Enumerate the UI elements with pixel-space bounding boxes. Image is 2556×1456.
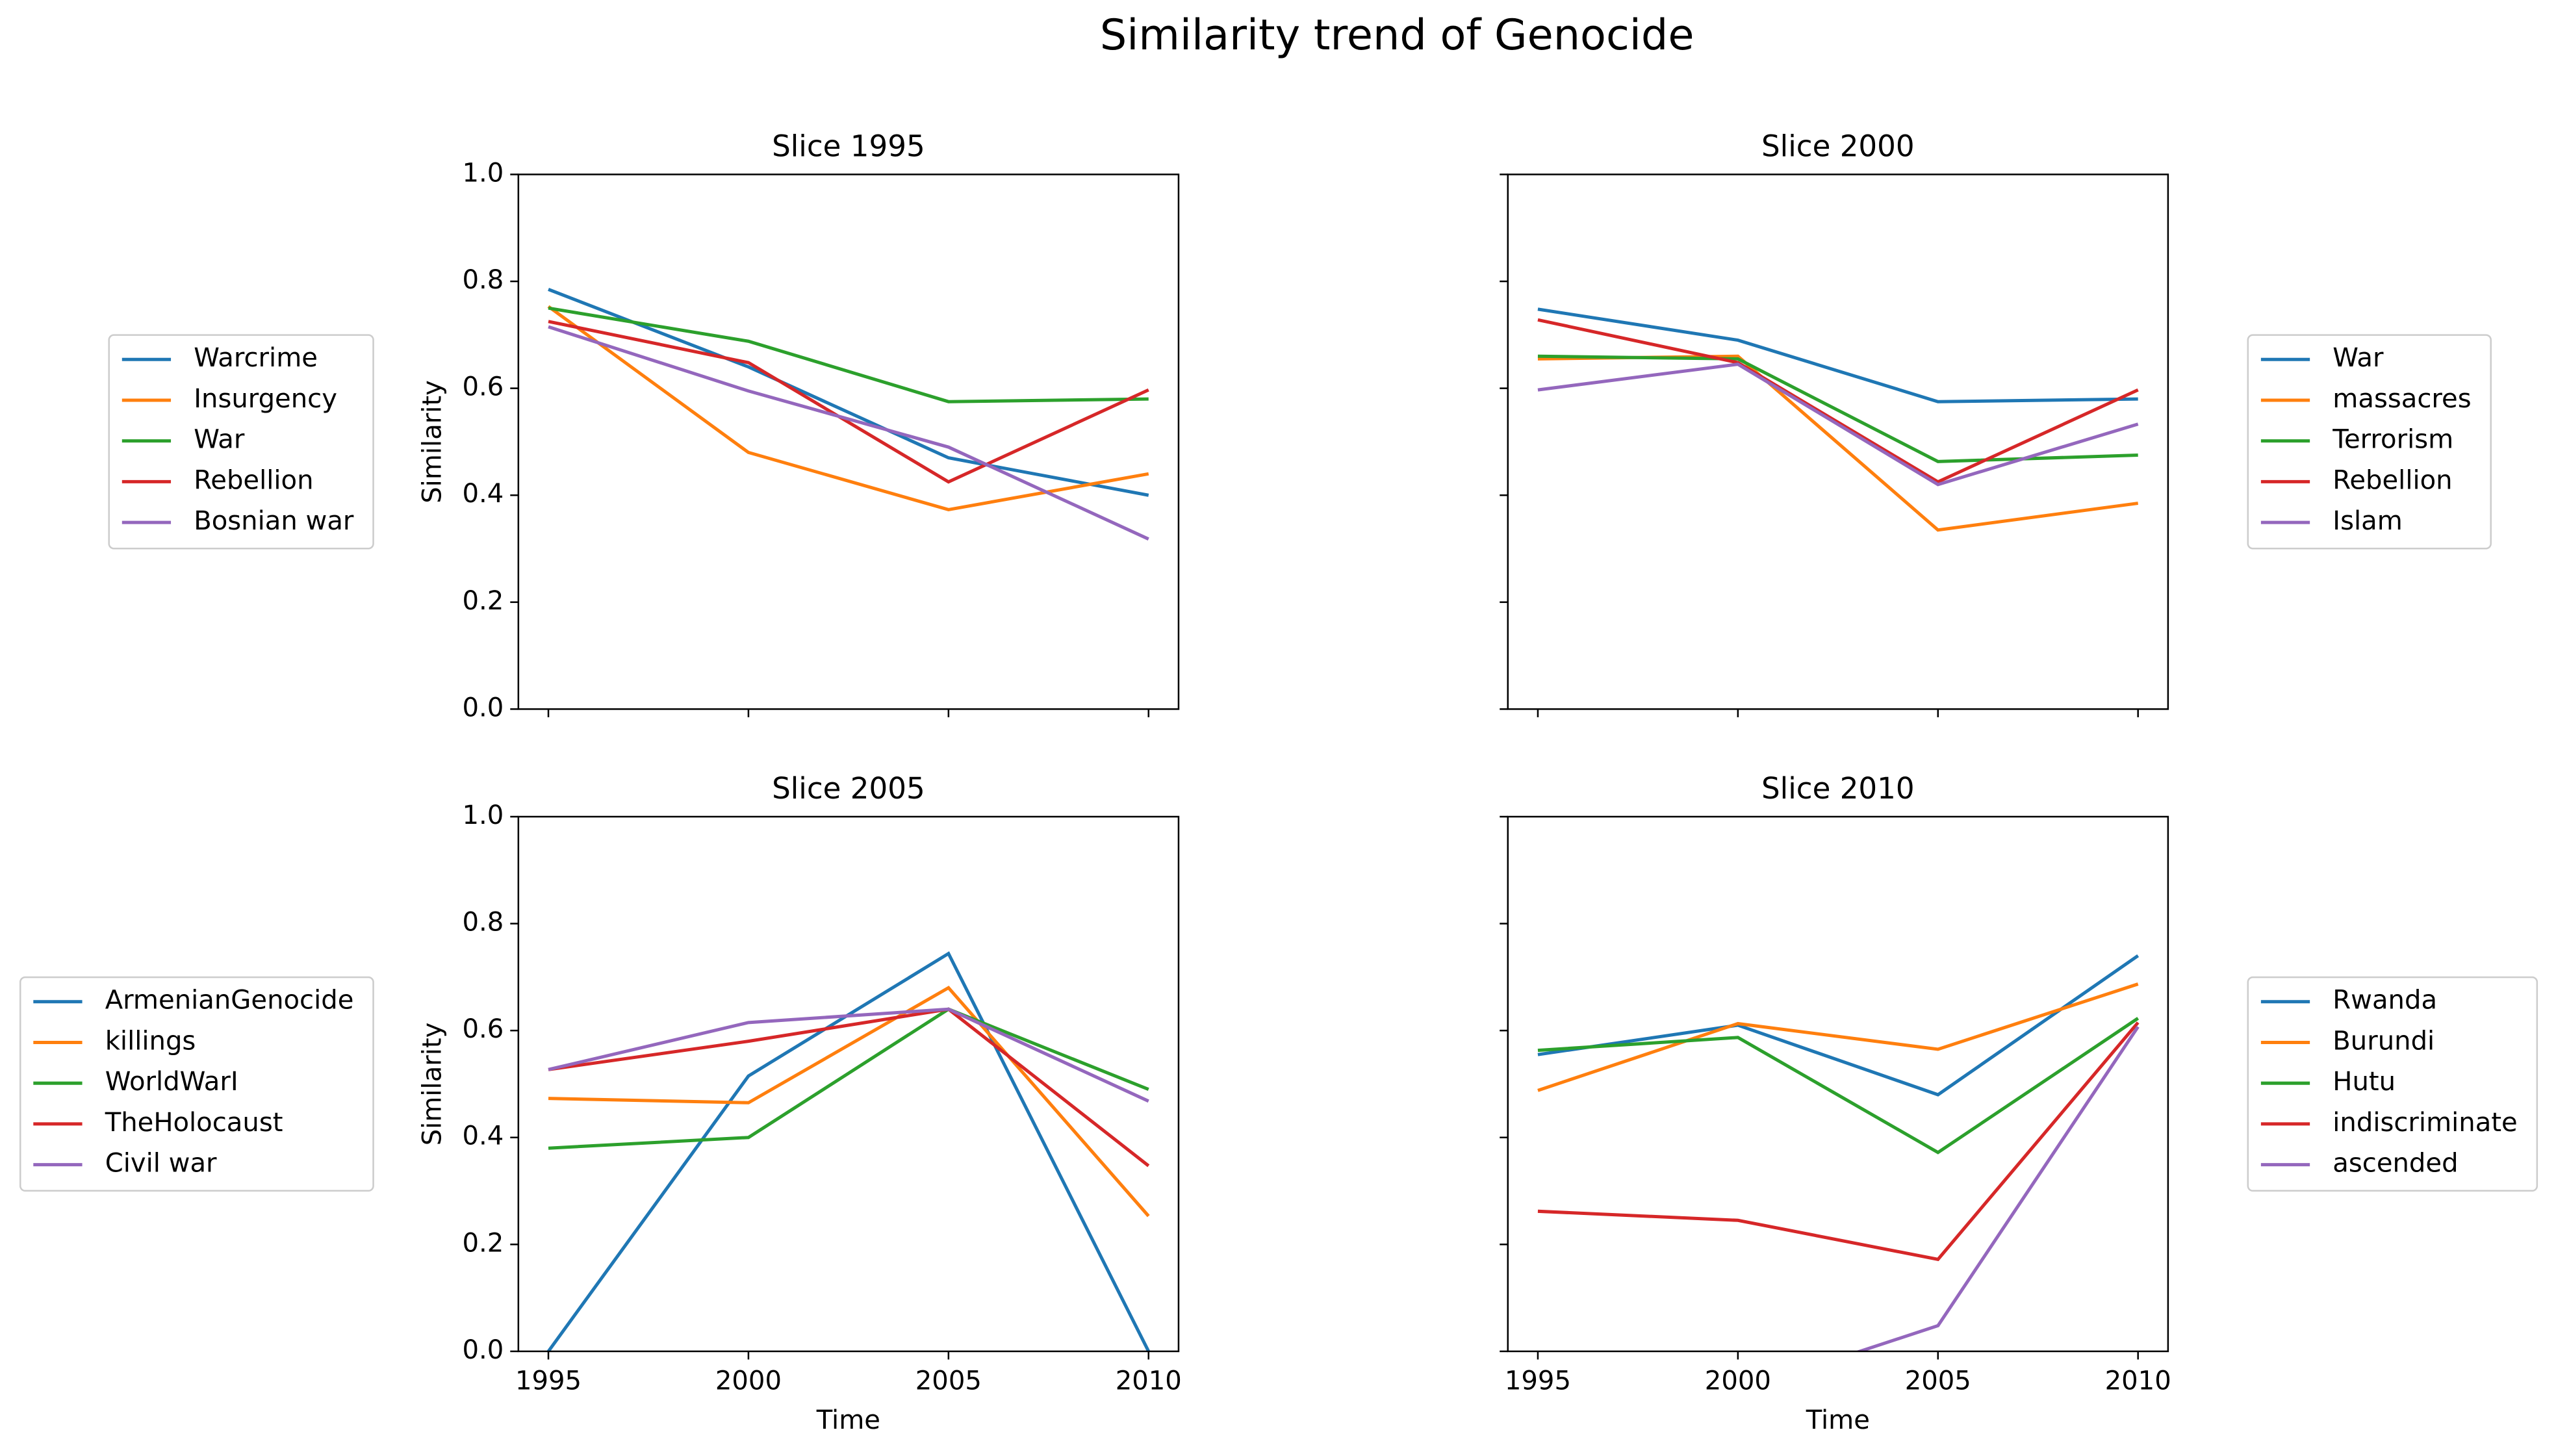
series-line — [548, 320, 1149, 484]
series-line — [548, 306, 1149, 403]
y-tick-label: 1.0 — [462, 800, 504, 830]
legend-label: Rebellion — [2332, 465, 2452, 495]
axes-title: Slice 1995 — [772, 129, 925, 163]
axes-title: Slice 2010 — [1761, 771, 1915, 806]
legend: ArmenianGenocide killings WorldWarI TheHolo… — [19, 976, 374, 1192]
y-tick-label: 0.6 — [462, 1014, 504, 1044]
legend-frame — [2247, 334, 2492, 550]
series-line — [1537, 307, 2138, 403]
y-tick-label: 0.0 — [462, 1335, 504, 1365]
legend-label: massacres — [2332, 384, 2471, 414]
y-tick-label: 0.8 — [462, 265, 504, 295]
legend-label: indiscriminate — [2332, 1108, 2517, 1138]
y-tick-label: 1.0 — [462, 158, 504, 188]
legend-label: ascended — [2332, 1149, 2458, 1179]
axes-frame — [1507, 815, 2169, 1353]
legend-label: Bosnian war — [194, 506, 354, 536]
legend: Warcrime Insurgency War Rebellion Bosnian wa… — [108, 334, 374, 550]
y-tick-label: 0.6 — [462, 372, 504, 402]
series-line — [548, 288, 1149, 497]
legend-label: Rebellion — [194, 465, 313, 495]
plot-area — [1537, 307, 2139, 532]
legend-frame — [108, 334, 374, 550]
series-line — [1537, 354, 2138, 463]
series-line — [548, 1007, 1149, 1103]
legend-frame — [19, 976, 374, 1192]
legend: War massacres Terrorism Rebellion Islam — [2247, 334, 2492, 550]
legend-label: Islam — [2332, 506, 2403, 536]
plot-area — [547, 288, 1149, 541]
plot-area — [546, 951, 1151, 1351]
series-line — [1537, 954, 2140, 1097]
y-tick-label: 0.2 — [462, 586, 504, 616]
x-tick-label: 2010 — [2105, 1366, 2171, 1396]
x-tick-label: 2005 — [915, 1366, 982, 1396]
legend-label: ArmenianGenocide — [105, 986, 354, 1015]
series-line — [1537, 1017, 2140, 1155]
axes-frame — [1507, 173, 2169, 710]
y-tick-label: 0.2 — [462, 1228, 504, 1258]
y-axis-label: Similarity — [417, 1023, 447, 1146]
legend-frame — [2247, 976, 2538, 1192]
figure-title: Similarity trend of Genocide — [1100, 10, 1694, 60]
legend-label: Insurgency — [194, 384, 337, 414]
x-tick-label: 2010 — [1116, 1366, 1182, 1396]
y-tick-label: 0.8 — [462, 908, 504, 938]
x-axis-label: Time — [816, 1405, 880, 1435]
legend-label: Warcrime — [194, 343, 318, 373]
y-tick-label: 0.0 — [462, 693, 504, 722]
legend-label: Terrorism — [2332, 425, 2453, 455]
legend: Rwanda Burundi Hutu indiscriminate ascended — [2247, 976, 2538, 1192]
axes-title: Slice 2000 — [1761, 129, 1915, 163]
legend-label: War — [2332, 343, 2384, 373]
x-axis-label: Time — [1806, 1405, 1870, 1435]
axes-frame — [517, 815, 1180, 1353]
plot-area — [1537, 954, 2140, 1351]
x-tick-label: 2005 — [1905, 1366, 1971, 1396]
y-axis-label: Similarity — [417, 380, 447, 504]
legend-label: killings — [105, 1026, 196, 1056]
x-tick-label: 2000 — [1705, 1366, 1771, 1396]
axes-title: Slice 2005 — [772, 771, 925, 806]
x-tick-label: 1995 — [1505, 1366, 1571, 1396]
y-tick-label: 0.4 — [462, 479, 504, 509]
axes-frame — [517, 173, 1180, 710]
series-line — [1537, 1021, 2140, 1262]
legend-label: Burundi — [2332, 1026, 2435, 1056]
series-line — [1537, 982, 2139, 1092]
series-line — [548, 1007, 1149, 1150]
series-line — [548, 325, 1149, 541]
series-line — [1537, 318, 2139, 484]
x-tick-label: 2000 — [715, 1366, 782, 1396]
legend-label: Rwanda — [2332, 986, 2437, 1015]
legend-label: Hutu — [2332, 1067, 2396, 1097]
legend-label: War — [194, 425, 245, 455]
series-line — [1854, 1026, 2140, 1351]
series-line — [548, 986, 1150, 1218]
legend-label: TheHolocaust — [105, 1108, 283, 1138]
x-tick-label: 1995 — [515, 1366, 581, 1396]
legend-label: WorldWarI — [105, 1067, 238, 1097]
legend-label: Civil war — [105, 1149, 217, 1179]
y-tick-label: 0.4 — [462, 1121, 504, 1151]
series-line — [548, 1007, 1150, 1168]
series-line — [1537, 363, 2139, 487]
